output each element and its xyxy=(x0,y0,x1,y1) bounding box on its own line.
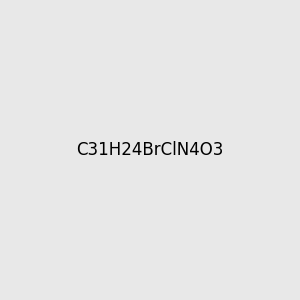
Text: C31H24BrClN4O3: C31H24BrClN4O3 xyxy=(76,141,224,159)
